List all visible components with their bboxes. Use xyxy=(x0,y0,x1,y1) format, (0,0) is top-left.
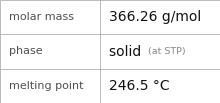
Text: melting point: melting point xyxy=(9,81,83,91)
Text: (at STP): (at STP) xyxy=(148,47,185,56)
Text: 366.26 g/mol: 366.26 g/mol xyxy=(109,10,201,24)
Text: phase: phase xyxy=(9,46,42,57)
Text: molar mass: molar mass xyxy=(9,12,74,22)
Text: 246.5 °C: 246.5 °C xyxy=(109,79,170,93)
Text: solid: solid xyxy=(109,44,150,59)
